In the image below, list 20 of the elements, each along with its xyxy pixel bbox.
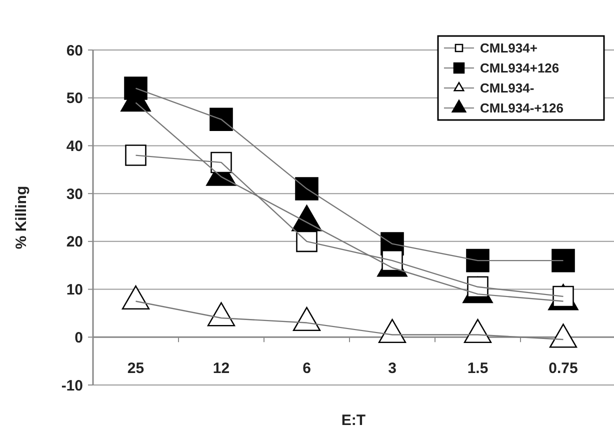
x-tick-label: 6 [302,360,311,378]
legend-label: CML934- [480,80,534,96]
y-tick-label: 60 [66,42,83,60]
y-tick-label: -10 [61,377,83,394]
x-tick-label: 3 [388,360,396,378]
y-axis-title: % Killing [13,186,30,250]
y-tick-label: 50 [66,90,83,108]
x-tick-label: 12 [212,360,230,378]
legend-label: CML934-+126 [480,100,564,116]
y-tick-label: 0 [74,329,83,346]
y-tick-label: 40 [66,138,83,155]
x-tick-label: 1.5 [467,360,488,378]
y-tick-label: 20 [66,234,83,251]
legend-label: CML934+ [480,40,538,56]
x-tick-label: 0.75 [548,360,578,378]
x-axis-title: E:T [341,412,366,429]
y-tick-label: 10 [66,282,83,299]
y-tick-label: 30 [66,186,83,203]
x-tick-label: 25 [127,360,144,378]
legend-label: CML934+126 [480,60,560,76]
